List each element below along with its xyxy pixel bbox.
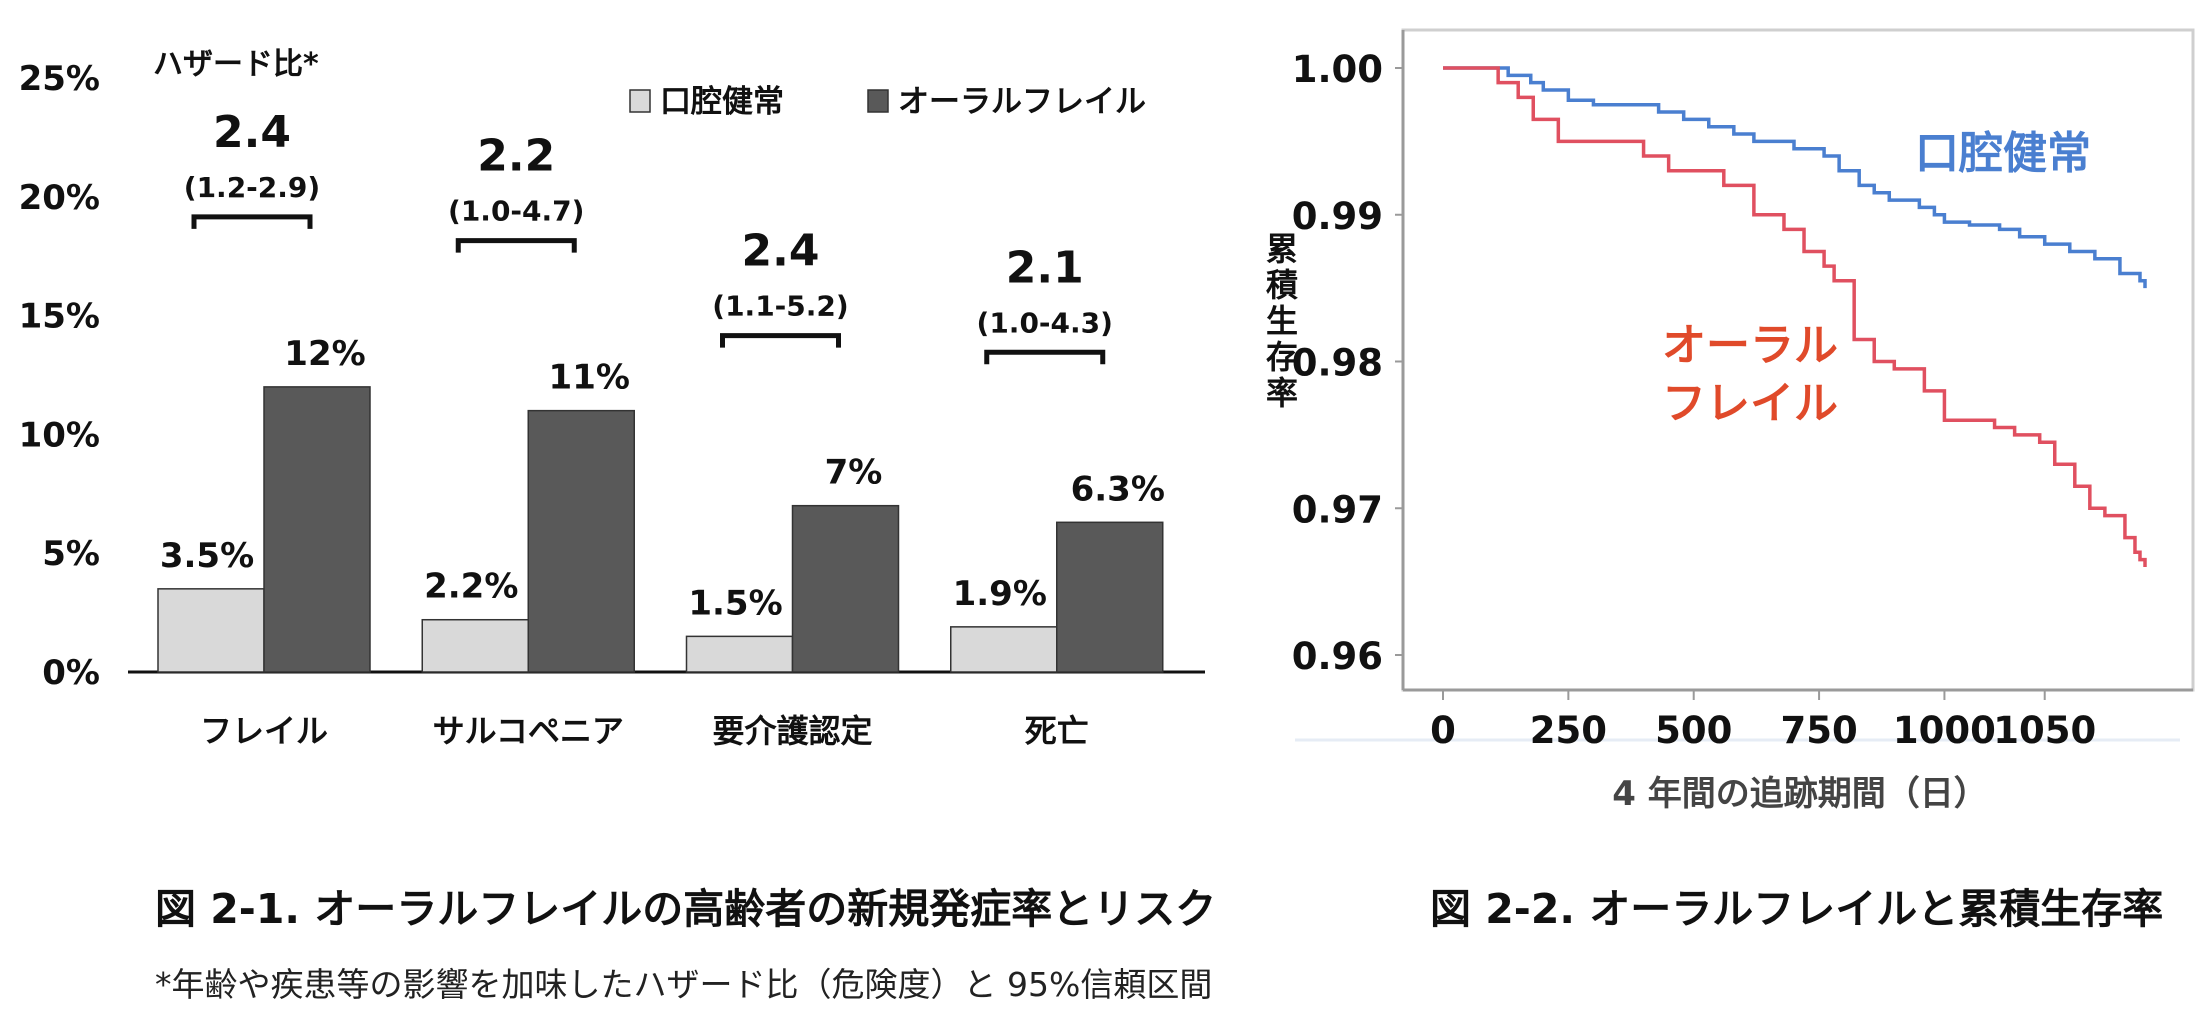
hazard-ci-label: (1.0-4.3) — [977, 306, 1113, 339]
bar-value-label: 6.3% — [1071, 469, 1165, 509]
bar — [263, 386, 371, 673]
x-tick-label: 0 — [1430, 709, 1456, 752]
bar — [527, 409, 635, 673]
hazard-ratio-value: 2.4 — [742, 226, 820, 277]
y-axis-title: 累積生存率 — [1261, 232, 1299, 412]
bar-value-label: 2.2% — [424, 567, 518, 607]
figure-2-1-caption: 図 2-1. オーラルフレイルの高齢者の新規発症率とリスク — [155, 885, 1217, 933]
bar — [421, 618, 529, 673]
y-tick-label: 0.96 — [1292, 635, 1383, 678]
hazard-ratio-annotations: (1.2-2.9) 2.4 (1.0-4.7) 2.2 (1.1-5.2) 2.4 (1.0… — [153, 47, 1113, 365]
hazard-ratio-title: ハザード比* — [153, 47, 319, 82]
hazard-ratio-value: 2.2 — [477, 131, 555, 182]
legend-label: オーラルフレイル — [898, 84, 1146, 120]
hazard-ci-label: (1.2-2.9) — [184, 171, 320, 204]
y-tick-label: 0.99 — [1292, 195, 1383, 238]
legend-swatch — [629, 89, 651, 113]
hazard-bracket — [191, 214, 313, 229]
bar-value-label: 12% — [284, 334, 365, 374]
y-tick-label: 0.97 — [1292, 488, 1383, 531]
x-category-label: 要介護認定 — [712, 712, 872, 750]
figure-2-2-caption: 図 2-2. オーラルフレイルと累積生存率 — [1430, 885, 2164, 933]
x-axis-title: 4 年間の追跡期間（日） — [1612, 774, 1988, 814]
x-tick-label: 750 — [1780, 709, 1857, 752]
series-label-oral-frail-line1: オーラル — [1662, 320, 1838, 371]
survival-chart-axes: 0.96 0.97 0.98 0.99 1.00 0 250 500 750 100010504 … — [1261, 28, 2195, 814]
x-tick-label: 1000 — [1893, 709, 1996, 752]
y-tick-label: 10% — [19, 415, 100, 455]
bar — [1056, 521, 1164, 673]
bar-chart: 0% 5% 10% 15% 20% 25% フレイル サルコペニア 要介護認定 死亡 3.5% 12… — [19, 47, 1205, 750]
series-label-oral-healthy: 口腔健常 — [1915, 128, 2091, 179]
legend-label: 口腔健常 — [660, 84, 784, 120]
bar-value-label: 1.5% — [688, 583, 782, 623]
bar — [685, 635, 794, 673]
footnote: *年齢や疾患等の影響を加味したハザード比（危険度）と 95%信頼区間 — [155, 965, 1213, 1004]
survival-line — [1443, 66, 2147, 567]
bar-chart-legend: 口腔健常 オーラルフレイル — [629, 84, 1146, 120]
y-tick-label: 5% — [42, 534, 100, 574]
bar-chart-marks: 3.5% 12% 2.2% 11% 1.5% 7% 1.9% 6.3% — [157, 334, 1165, 673]
y-tick-label: 25% — [19, 59, 100, 99]
bar-value-label: 1.9% — [953, 574, 1047, 614]
y-tick-label: 0.98 — [1292, 342, 1383, 385]
x-tick-label: 500 — [1655, 709, 1732, 752]
series-label-oral-frail-line2: フレイル — [1662, 378, 1838, 429]
survival-chart-lines — [1443, 66, 2147, 567]
hazard-bracket — [720, 333, 841, 348]
hazard-ci-label: (1.1-5.2) — [712, 290, 848, 323]
x-tick-label: 250 — [1530, 709, 1607, 752]
x-category-label: フレイル — [200, 712, 328, 750]
x-category-label: サルコペニア — [433, 712, 624, 750]
hazard-ratio-value: 2.1 — [1006, 242, 1084, 293]
x-category-label: 死亡 — [1025, 712, 1089, 750]
hazard-ci-label: (1.0-4.7) — [448, 195, 584, 228]
survival-line — [1443, 66, 2147, 289]
y-tick-label: 20% — [19, 178, 100, 218]
y-tick-label: 0% — [42, 653, 100, 693]
hazard-bracket — [455, 238, 577, 253]
hazard-ratio-value: 2.4 — [213, 107, 291, 158]
legend-swatch — [867, 89, 889, 113]
bar-chart-axes: 0% 5% 10% 15% 20% 25% フレイル サルコペニア 要介護認定 死亡 — [19, 59, 1205, 750]
hazard-bracket — [984, 349, 1106, 365]
bar-value-label: 11% — [549, 358, 630, 398]
bar — [950, 626, 1058, 673]
y-tick-label: 15% — [19, 297, 100, 337]
bar-value-label: 7% — [825, 453, 883, 493]
bar-value-label: 3.5% — [160, 536, 254, 576]
bar — [157, 588, 265, 673]
y-tick-label: 1.00 — [1292, 48, 1383, 91]
survival-chart: 0.96 0.97 0.98 0.99 1.00 0 250 500 750 100010504 … — [1261, 28, 2195, 814]
x-tick-label: 1050 — [1993, 709, 2096, 752]
bar — [791, 504, 900, 673]
